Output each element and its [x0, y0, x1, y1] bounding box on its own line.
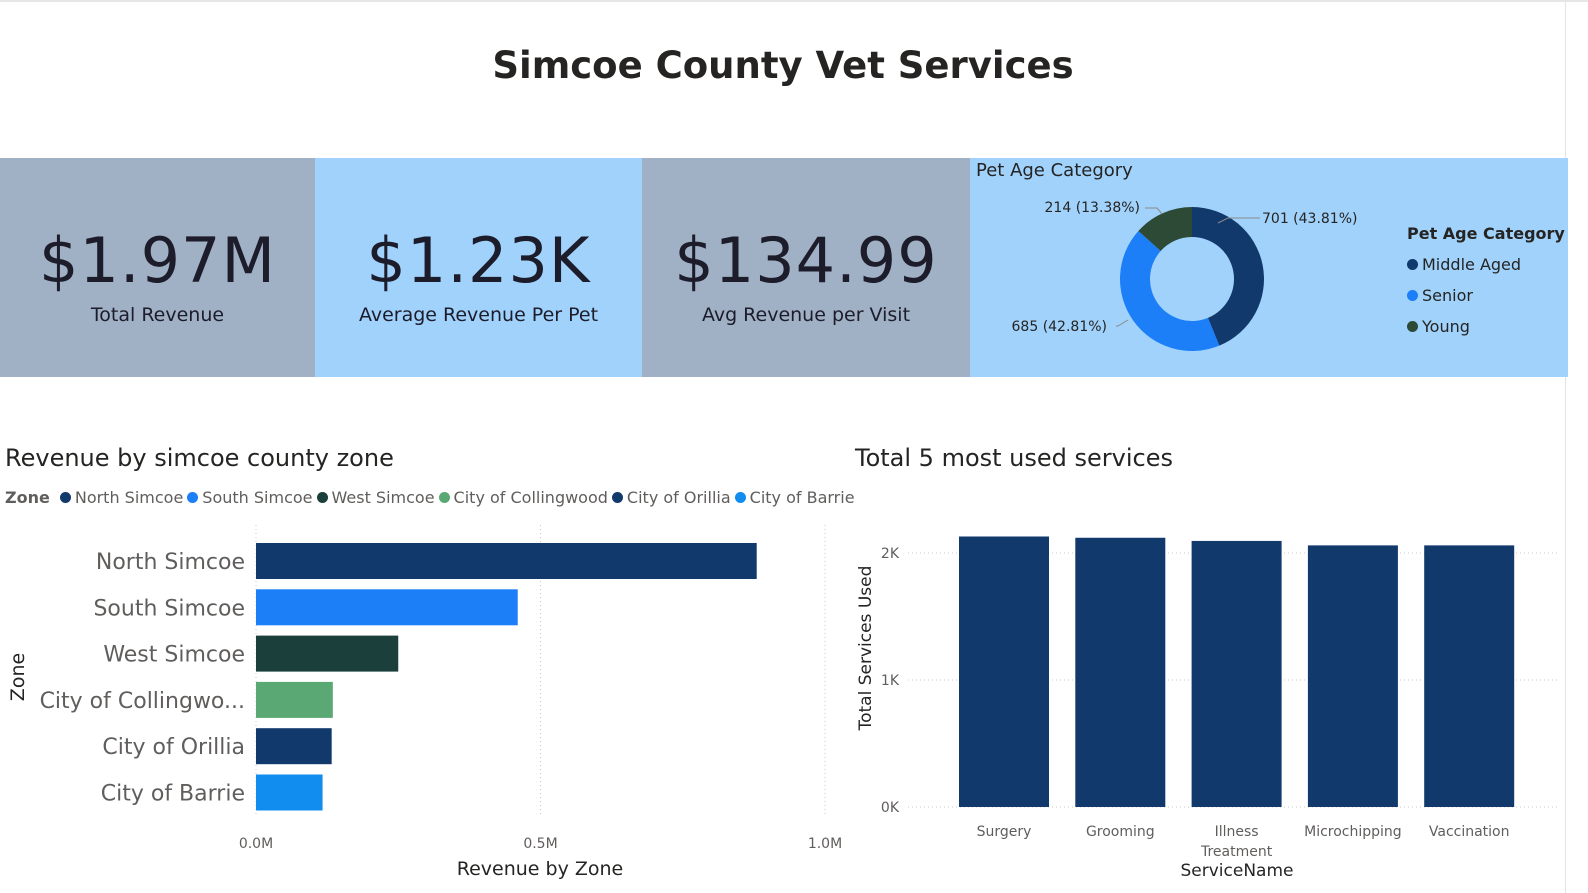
legend-label: City of Barrie — [749, 488, 855, 507]
top-border — [0, 0, 1588, 2]
legend-label: West Simcoe — [331, 488, 435, 507]
donut-leader-line — [1145, 207, 1163, 215]
x-tick-label-line: Treatment — [1200, 844, 1273, 860]
legend-dot-icon — [438, 492, 450, 503]
legend-label: City of Collingwood — [453, 488, 608, 507]
legend-label: Senior — [1422, 286, 1473, 305]
donut-leader-line — [1116, 319, 1129, 327]
legend-label: City of Orillia — [626, 488, 731, 507]
legend-dot-icon — [59, 492, 71, 503]
y-tick-label: City of Collingwo... — [40, 689, 245, 714]
kpi-label: Average Revenue Per Pet — [358, 304, 599, 326]
donut-data-label: 701 (43.81%) — [1262, 211, 1357, 227]
bar-4 — [1424, 545, 1515, 807]
legend-dot-icon — [611, 492, 623, 503]
right-border — [1565, 0, 1566, 893]
legend-item-north-simcoe[interactable]: North Simcoe — [59, 488, 184, 507]
page-title: Simcoe County Vet Services — [492, 44, 1074, 87]
services-chart[interactable]: 0K 1K 2K Surgery Grooming Illness Treatment Mic… — [850, 520, 1560, 885]
x-tick-label: 1.0M — [808, 836, 842, 852]
bar-3 — [1307, 545, 1398, 807]
x-tick-label-line: Illness — [1215, 824, 1259, 840]
legend-item-young[interactable]: Young — [1407, 311, 1565, 342]
legend-item-city-of-collingwood[interactable]: City of Collingwood — [438, 488, 608, 507]
x-tick-label: Illness Treatment — [1200, 824, 1273, 860]
zone-legend: Zone North Simcoe South Simcoe West Simc… — [5, 488, 859, 507]
legend-item-city-of-barrie[interactable]: City of Barrie — [734, 488, 855, 507]
bar-5 — [256, 774, 323, 811]
donut-chart[interactable]: 701 (43.81%) 685 (42.81%) 214 (13.38%) — [970, 158, 1568, 377]
kpi-label: Total Revenue — [90, 304, 225, 326]
x-tick-label: Vaccination — [1429, 824, 1510, 840]
x-tick-label: Microchipping — [1304, 824, 1402, 840]
donut-leader-line — [1217, 217, 1260, 224]
x-axis-title: ServiceName — [1181, 861, 1294, 881]
donut-slice-young — [1138, 207, 1192, 251]
y-tick-label: 2K — [881, 546, 900, 562]
legend-dot-icon — [187, 492, 199, 503]
donut-title: Pet Age Category — [976, 160, 1133, 181]
y-tick-label: North Simcoe — [96, 550, 245, 575]
legend-dot-icon — [1407, 290, 1418, 301]
x-tick-label: 0.5M — [523, 836, 557, 852]
kpi-label: Avg Revenue per Visit — [701, 304, 911, 326]
legend-item-west-simcoe[interactable]: West Simcoe — [316, 488, 435, 507]
y-axis-title: Total Services Used — [856, 566, 876, 732]
y-tick-label: City of Orillia — [102, 735, 245, 760]
zone-chart-title: Revenue by simcoe county zone — [5, 444, 394, 472]
legend-dot-icon — [316, 492, 328, 503]
pet-age-donut-card[interactable]: Pet Age Category 701 (43.81%) 685 (42.81%… — [970, 158, 1568, 377]
bar-3 — [256, 681, 333, 718]
legend-label: Young — [1422, 317, 1470, 336]
x-tick-label-line: Surgery — [977, 824, 1032, 840]
bar-4 — [256, 728, 332, 765]
kpi-value: $134.99 — [674, 224, 938, 297]
kpi-card-avg-revenue-per-visit[interactable]: $134.99 Avg Revenue per Visit — [642, 158, 970, 377]
legend-item-city-of-orillia[interactable]: City of Orillia — [611, 488, 731, 507]
bar-0 — [256, 543, 757, 579]
y-tick-label: West Simcoe — [103, 643, 245, 668]
bar-2 — [256, 635, 399, 672]
legend-title: Zone — [5, 488, 50, 507]
legend-dot-icon — [1407, 259, 1418, 270]
legend-dot-icon — [1407, 321, 1418, 332]
legend-label: Middle Aged — [1422, 255, 1522, 274]
x-tick-label: Surgery — [977, 824, 1032, 840]
kpi-value: $1.23K — [366, 224, 591, 297]
services-chart-title: Total 5 most used services — [855, 444, 1173, 472]
x-tick-label: Grooming — [1086, 824, 1155, 840]
y-axis-title: Zone — [7, 653, 29, 701]
x-tick-label-line: Microchipping — [1304, 824, 1402, 840]
legend-item-middle-aged[interactable]: Middle Aged — [1407, 249, 1565, 280]
x-tick-label-line: Vaccination — [1429, 824, 1510, 840]
donut-data-label: 214 (13.38%) — [1045, 200, 1140, 216]
legend-item-senior[interactable]: Senior — [1407, 280, 1565, 311]
legend-dot-icon — [734, 492, 746, 503]
x-tick-label: 0.0M — [239, 836, 273, 852]
y-tick-label: City of Barrie — [101, 782, 245, 807]
legend-title: Pet Age Category — [1407, 224, 1565, 243]
x-axis-title: Revenue by Zone — [457, 858, 624, 880]
bar-1 — [1075, 537, 1166, 807]
y-tick-label: South Simcoe — [93, 596, 245, 621]
kpi-value: $1.97M — [39, 224, 276, 297]
pet-age-legend: Pet Age Category Middle Aged Senior Youn… — [1407, 224, 1565, 342]
bar-1 — [256, 589, 518, 626]
donut-slice-senior — [1120, 230, 1220, 351]
legend-label: North Simcoe — [74, 488, 184, 507]
kpi-card-avg-revenue-per-pet[interactable]: $1.23K Average Revenue Per Pet — [315, 158, 642, 377]
legend-item-south-simcoe[interactable]: South Simcoe — [187, 488, 313, 507]
x-tick-label-line: Grooming — [1086, 824, 1155, 840]
zone-revenue-chart[interactable]: 0.0M 0.5M 1.0M North Simcoe South Simcoe West… — [0, 525, 845, 885]
y-tick-label: 0K — [881, 800, 900, 816]
legend-label: South Simcoe — [202, 488, 313, 507]
donut-slice-middle-aged — [1192, 207, 1264, 346]
bar-0 — [959, 536, 1049, 807]
donut-data-label: 685 (42.81%) — [1012, 319, 1107, 335]
bar-2 — [1191, 540, 1282, 807]
y-tick-label: 1K — [881, 673, 900, 689]
kpi-card-total-revenue[interactable]: $1.97M Total Revenue — [0, 158, 315, 377]
